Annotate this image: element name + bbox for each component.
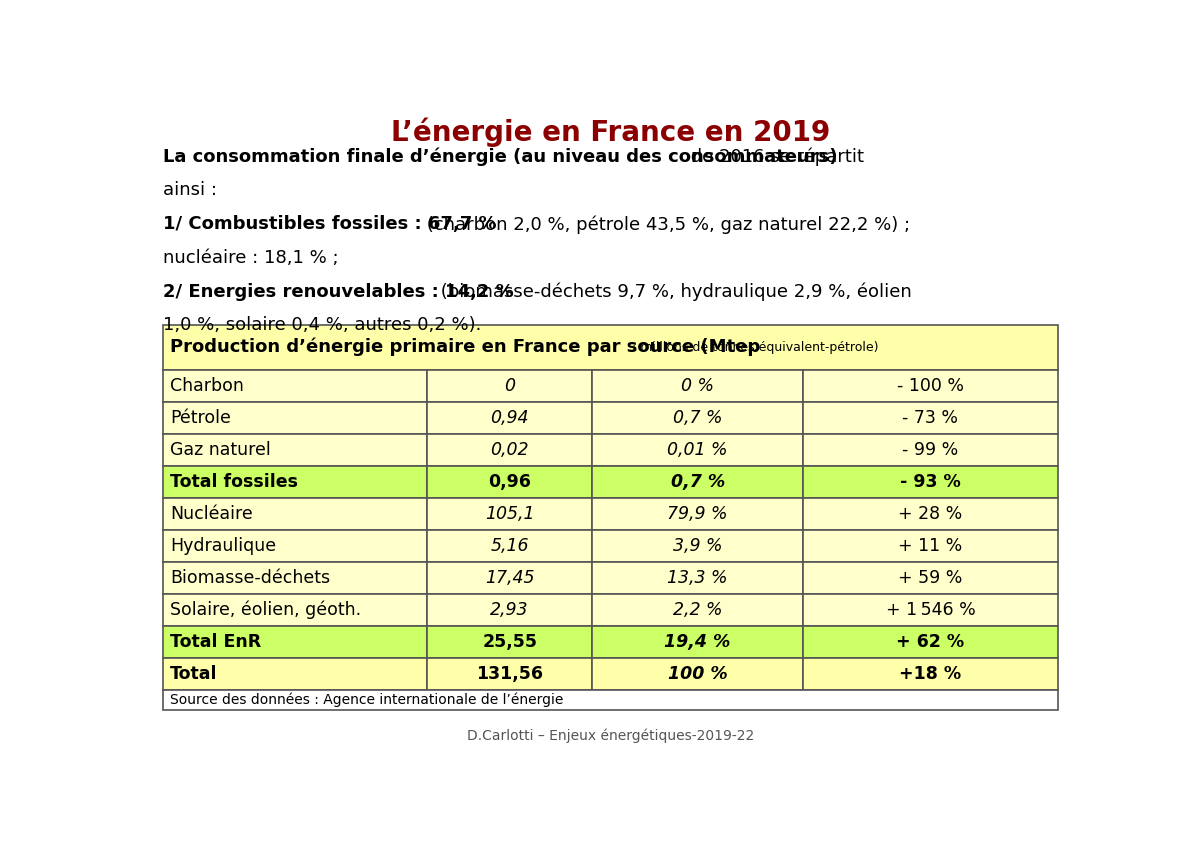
Text: 13,3 %: 13,3 %	[667, 568, 728, 587]
Text: 0,96: 0,96	[488, 472, 531, 491]
Text: +18 %: +18 %	[899, 664, 961, 683]
Text: 1/ Combustibles fossiles : 67,7 %: 1/ Combustibles fossiles : 67,7 %	[163, 216, 497, 233]
Text: nucléaire : 18,1 % ;: nucléaire : 18,1 % ;	[163, 249, 338, 267]
Text: (charbon 2,0 %, pétrole 43,5 %, gaz naturel 22,2 %) ;: (charbon 2,0 %, pétrole 43,5 %, gaz natu…	[422, 216, 910, 233]
Text: de 2016 se répartit: de 2016 se répartit	[686, 147, 865, 166]
Text: - 99 %: - 99 %	[903, 440, 959, 459]
Text: - 73 %: - 73 %	[903, 408, 959, 427]
Bar	[592, 594, 803, 626]
Bar	[592, 530, 803, 562]
Bar	[163, 658, 426, 690]
Bar	[163, 562, 426, 594]
Bar	[163, 402, 426, 434]
Text: 0,7 %: 0,7 %	[673, 408, 723, 427]
Bar	[426, 530, 592, 562]
Text: Gaz naturel: Gaz naturel	[170, 440, 270, 459]
Bar	[426, 626, 592, 658]
Bar	[426, 562, 592, 594]
Text: + 28 %: + 28 %	[898, 504, 962, 523]
Text: (biomasse-déchets 9,7 %, hydraulique 2,9 %, éolien: (biomasse-déchets 9,7 %, hydraulique 2,9…	[435, 283, 911, 301]
Bar	[592, 626, 803, 658]
Text: Hydraulique: Hydraulique	[170, 536, 276, 555]
Text: La consommation finale d’énergie (au niveau des consommateurs): La consommation finale d’énergie (au niv…	[163, 147, 837, 166]
Text: Total EnR: Total EnR	[170, 632, 261, 651]
Bar	[592, 498, 803, 530]
Text: 25,55: 25,55	[482, 632, 537, 651]
Bar	[803, 370, 1058, 402]
Bar	[426, 370, 592, 402]
Bar	[803, 626, 1058, 658]
Text: 131,56: 131,56	[476, 664, 543, 683]
Bar	[592, 402, 803, 434]
Bar	[426, 402, 592, 434]
Text: 0,94: 0,94	[491, 408, 529, 427]
Text: 105,1: 105,1	[485, 504, 535, 523]
Bar	[163, 498, 426, 530]
Bar	[163, 434, 426, 466]
Text: D.Carlotti – Enjeux énergétiques-2019-22: D.Carlotti – Enjeux énergétiques-2019-22	[467, 728, 754, 743]
Text: + 11 %: + 11 %	[898, 536, 962, 555]
Bar	[426, 498, 592, 530]
Text: 0,02: 0,02	[491, 440, 529, 459]
Text: Total: Total	[170, 664, 218, 683]
Text: L’énergie en France en 2019: L’énergie en France en 2019	[391, 117, 830, 147]
Bar	[163, 325, 1058, 370]
Text: Pétrole: Pétrole	[170, 408, 231, 427]
Text: Source des données : Agence internationale de l’énergie: Source des données : Agence internationa…	[170, 693, 563, 707]
Bar	[592, 370, 803, 402]
Text: 2,2 %: 2,2 %	[673, 600, 723, 619]
Bar	[163, 530, 426, 562]
Text: Charbon: Charbon	[170, 376, 244, 395]
Text: 1,0 %, solaire 0,4 %, autres 0,2 %).: 1,0 %, solaire 0,4 %, autres 0,2 %).	[163, 317, 481, 334]
Bar	[426, 466, 592, 498]
Text: + 59 %: + 59 %	[898, 568, 962, 587]
Text: 2/ Energies renouvelables : 14,2 %: 2/ Energies renouvelables : 14,2 %	[163, 283, 513, 301]
Text: 17,45: 17,45	[485, 568, 535, 587]
Text: 0,01 %: 0,01 %	[667, 440, 728, 459]
Text: - 100 %: - 100 %	[897, 376, 964, 395]
Text: + 62 %: + 62 %	[897, 632, 965, 651]
Text: 0 %: 0 %	[681, 376, 715, 395]
Text: Biomasse-déchets: Biomasse-déchets	[170, 568, 330, 587]
Text: 2,93: 2,93	[491, 600, 529, 619]
Text: 100 %: 100 %	[668, 664, 728, 683]
Bar	[803, 466, 1058, 498]
Text: 0,7 %: 0,7 %	[671, 472, 725, 491]
Bar	[803, 594, 1058, 626]
Text: Production d’énergie primaire en France par source (Mtep: Production d’énergie primaire en France …	[170, 338, 760, 356]
Text: 79,9 %: 79,9 %	[667, 504, 728, 523]
Bar	[592, 434, 803, 466]
Bar	[803, 658, 1058, 690]
Bar	[803, 498, 1058, 530]
Bar	[803, 402, 1058, 434]
Text: - 93 %: - 93 %	[900, 472, 961, 491]
Bar	[163, 626, 426, 658]
Bar	[592, 466, 803, 498]
Text: 5,16: 5,16	[491, 536, 529, 555]
Bar	[803, 530, 1058, 562]
Bar	[426, 434, 592, 466]
Text: 3,9 %: 3,9 %	[673, 536, 723, 555]
Text: Nucléaire: Nucléaire	[170, 504, 252, 523]
Bar	[163, 690, 1058, 711]
Bar	[592, 562, 803, 594]
Bar	[426, 594, 592, 626]
Text: Total fossiles: Total fossiles	[170, 472, 298, 491]
Text: 0: 0	[504, 376, 516, 395]
Bar	[163, 370, 426, 402]
Bar	[803, 434, 1058, 466]
Text: + 1 546 %: + 1 546 %	[886, 600, 975, 619]
Text: ainsi :: ainsi :	[163, 181, 217, 200]
Bar	[163, 594, 426, 626]
Text: Solaire, éolien, géoth.: Solaire, éolien, géoth.	[170, 600, 361, 619]
Bar	[592, 658, 803, 690]
Bar	[163, 466, 426, 498]
Text: : millions de tonnes équivalent-pétrole): : millions de tonnes équivalent-pétrole)	[628, 341, 878, 354]
Text: 19,4 %: 19,4 %	[665, 632, 731, 651]
Bar	[803, 562, 1058, 594]
Bar	[426, 658, 592, 690]
